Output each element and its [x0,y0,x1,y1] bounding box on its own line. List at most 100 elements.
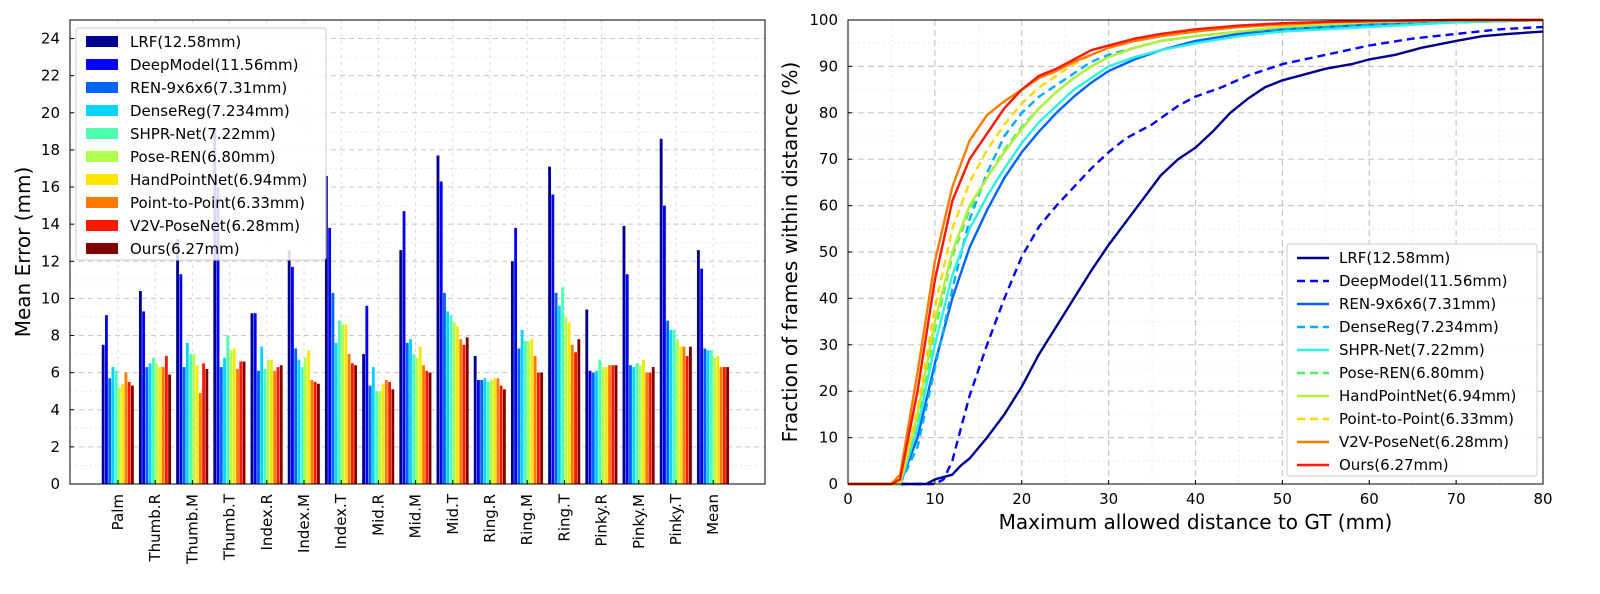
bar [713,357,717,484]
y-tick-label: 100 [809,11,838,29]
category-label: Thumb.T [221,493,239,561]
bar [229,350,233,484]
legend-label: DenseReg(7.234mm) [130,102,290,120]
x-tick-label: 60 [1360,490,1379,508]
bar [496,378,500,484]
series-line [848,30,1544,486]
bar [294,348,298,484]
bar [452,322,456,484]
legend-swatch [86,105,118,116]
bar [530,339,534,484]
legend-label: Point-to-Point(6.33mm) [130,194,305,212]
bar [114,370,118,484]
bar [310,380,314,484]
bar [591,372,595,484]
bar [604,367,608,484]
category-label: Thumb.M [183,494,201,565]
bar [378,391,382,484]
bar [145,367,149,484]
bar [719,367,723,484]
bar [663,205,666,484]
legend-label: Ours(6.27mm) [130,240,240,258]
bar [473,355,477,484]
bar [564,316,568,484]
legend-label: SHPR-Net(7.22mm) [1339,341,1485,359]
bar [328,227,332,484]
bar [226,335,230,484]
legend-box [1286,243,1538,477]
y-tick-label: 20 [41,104,60,122]
legend-swatch [86,82,118,93]
legend-swatch [86,243,118,254]
bar [273,370,277,484]
bar [462,344,466,484]
y-axis-label: Mean Error (mm) [11,167,35,338]
y-tick-label: 30 [819,336,838,354]
y-tick-label: 16 [41,178,60,196]
category-label: Index.R [258,494,276,550]
legend-label: DeepModel(11.56mm) [130,56,298,74]
bar [428,372,432,484]
bar [480,380,484,484]
bar [679,346,683,484]
bar [659,138,663,484]
bar [391,389,395,484]
category-label: Index.M [295,494,313,553]
bar [317,383,320,484]
y-tick-label: 4 [50,401,60,419]
bar [260,346,264,484]
bar [341,324,345,484]
bar [722,367,726,484]
legend-label: HandPointNet(6.94mm) [130,171,307,189]
bar [510,261,514,484]
bar [179,274,183,484]
legend-label: DenseReg(7.234mm) [1339,318,1499,336]
bar [570,344,574,484]
bar [682,346,686,484]
bar [477,380,480,484]
series-line [848,18,1543,486]
bar [127,381,131,484]
bar [381,383,385,484]
bar [669,329,673,484]
bar [236,368,239,484]
bar [611,365,615,484]
plot-frame [69,19,766,485]
bar [375,391,378,484]
bar [354,365,358,484]
bar [151,357,155,484]
y-tick-label: 12 [41,252,60,270]
bar [399,250,403,484]
bar [257,370,260,484]
bar [523,341,527,484]
y-tick-label: 0 [50,475,60,493]
y-tick-label: 24 [41,30,60,48]
bar [561,287,564,484]
y-tick-label: 70 [819,150,838,168]
bar [384,380,388,484]
y-tick-label: 80 [819,104,838,122]
bar [598,359,602,484]
y-tick-label: 20 [819,382,838,400]
bar [439,181,443,484]
bar [168,374,172,484]
bar [638,365,642,484]
bar [629,365,632,484]
bar [337,320,341,484]
legend-label: Point-to-Point(6.33mm) [1339,410,1514,428]
y-tick-label: 40 [819,289,838,307]
bar [313,381,317,484]
y-tick-label: 10 [41,289,60,307]
bar [601,367,605,484]
bar [527,341,531,484]
legend-swatch [86,59,118,70]
category-label: Pinky.R [593,494,611,546]
bar [588,370,592,484]
bar-chart-bars [101,127,730,485]
bar [164,355,168,484]
bar [297,359,301,484]
bar-chart-legend: LRF(12.58mm) DeepModel(11.56mm) REN-9x6x6(… [75,27,327,261]
bar [436,155,440,485]
